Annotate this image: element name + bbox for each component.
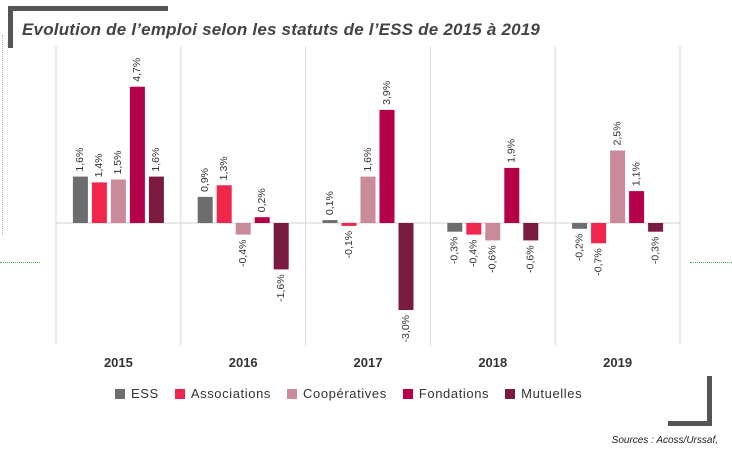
bar-fondations-2015 — [129, 86, 145, 223]
data-label: 0,2% — [256, 188, 268, 212]
category-label: 2017 — [354, 355, 383, 370]
category-label: 2018 — [478, 355, 507, 370]
legend-label: ESS — [131, 386, 159, 401]
legend-item: Associations — [174, 386, 272, 401]
legend-item: Fondations — [402, 386, 490, 401]
chart-title: Evolution de l’emploi selon les statuts … — [22, 20, 541, 39]
legend-swatch — [402, 388, 413, 399]
data-label: -0,7% — [592, 248, 604, 275]
data-label: 1,9% — [506, 139, 518, 163]
guide-line-left — [0, 262, 40, 263]
legend-swatch — [287, 388, 298, 399]
data-label: 1,6% — [74, 148, 86, 172]
data-label: -3,0% — [400, 315, 412, 342]
source-note: Sources : Acoss/Urssaf, — [611, 435, 718, 446]
bar-coopératives-2018 — [485, 223, 501, 241]
bar-fondations-2018 — [504, 167, 520, 223]
data-label: -0,3% — [449, 237, 461, 264]
legend-label: Fondations — [418, 386, 490, 401]
bar-coopératives-2017 — [360, 176, 376, 223]
data-label: -0,6% — [487, 245, 499, 272]
bar-fondations-2016 — [254, 217, 270, 223]
data-label: -0,6% — [525, 245, 537, 272]
bar-mutuelles-2017 — [398, 223, 414, 310]
legend-item: Mutuelles — [505, 386, 582, 401]
bar-mutuelles-2018 — [523, 223, 539, 241]
data-label: 1,3% — [218, 156, 230, 180]
legend-label: Associations — [190, 386, 272, 401]
data-label: -0,4% — [237, 240, 249, 267]
data-label: 2,5% — [611, 122, 623, 146]
bar-associations-2019 — [591, 223, 607, 244]
bar-coopératives-2015 — [110, 179, 126, 223]
corner-decoration-top-left-bar — [8, 6, 168, 11]
bar-mutuelles-2016 — [273, 223, 289, 270]
category-label: 2019 — [603, 355, 632, 370]
data-label: 0,9% — [199, 168, 211, 192]
category-label: 2016 — [229, 355, 258, 370]
bar-mutuelles-2019 — [648, 223, 664, 232]
data-label: 3,9% — [381, 81, 393, 105]
corner-decoration-bottom-right — [707, 376, 712, 426]
data-label: 1,5% — [112, 151, 124, 175]
guide-line-right — [690, 262, 732, 263]
bar-mutuelles-2015 — [148, 176, 164, 223]
bar-associations-2015 — [91, 182, 107, 223]
legend-swatch — [505, 388, 516, 399]
data-label: -0,1% — [343, 231, 355, 258]
data-label: 4,7% — [131, 58, 143, 82]
chart-legend: ESS Associations Coopératives Fondations Mut… — [115, 386, 582, 401]
data-label: -0,2% — [573, 234, 585, 261]
bar-associations-2018 — [466, 223, 482, 235]
category-label: 2015 — [104, 355, 133, 370]
bar-coopératives-2016 — [235, 223, 251, 235]
data-label: -0,3% — [649, 237, 661, 264]
bar-ess-2017 — [322, 220, 338, 223]
legend-label: Mutuelles — [521, 386, 583, 401]
data-label: 1,4% — [93, 153, 105, 177]
data-label: 0,1% — [324, 191, 336, 215]
legend-swatch — [115, 388, 125, 399]
legend-item: Coopératives — [287, 386, 387, 401]
data-label: 1,6% — [362, 148, 374, 172]
bar-associations-2016 — [216, 185, 232, 223]
bar-ess-2018 — [447, 223, 463, 232]
data-label: -0,4% — [468, 240, 480, 267]
corner-decoration-top-left — [8, 6, 13, 48]
legend-label: Coopératives — [303, 386, 387, 401]
bar-associations-2017 — [341, 223, 357, 226]
bar-ess-2016 — [197, 196, 213, 223]
bar-coopératives-2019 — [610, 150, 626, 223]
data-label: 1,1% — [630, 162, 642, 186]
legend-item: ESS — [115, 386, 159, 401]
guide-line-vertical — [2, 35, 4, 235]
data-label: 1,6% — [150, 148, 162, 172]
corner-decoration-bottom-right-bar — [668, 421, 712, 426]
bar-fondations-2017 — [379, 109, 395, 223]
legend-swatch — [174, 388, 185, 399]
bar-fondations-2019 — [629, 191, 645, 223]
data-label: -1,6% — [275, 274, 287, 301]
bar-ess-2019 — [572, 223, 588, 229]
bar-ess-2015 — [72, 176, 88, 223]
